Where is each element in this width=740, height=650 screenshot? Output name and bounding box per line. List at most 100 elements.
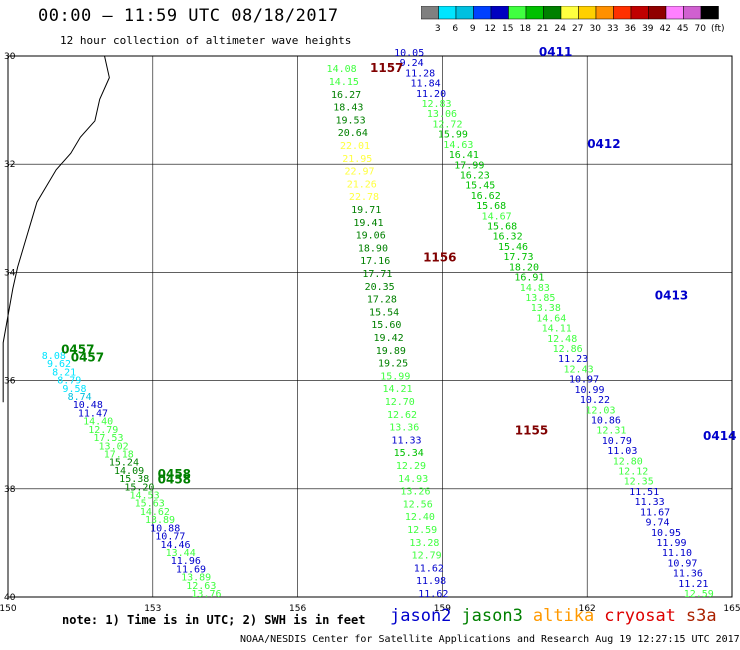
wave-height-label: 15.38: [119, 474, 149, 485]
wave-height-label: 14.09: [114, 466, 144, 477]
wave-height-label: 12.56: [403, 499, 433, 510]
wave-height-label: 14.83: [520, 283, 550, 294]
wave-height-label: 13.89: [181, 573, 211, 584]
wave-height-label: 13.89: [145, 515, 175, 526]
wave-height-label: 10.95: [651, 528, 681, 539]
wave-height-label: 11.84: [411, 79, 441, 90]
wave-height-label: 14.63: [443, 140, 473, 151]
lon-tick-label: 150: [0, 604, 17, 614]
wave-height-label: 10.48: [73, 400, 103, 411]
color-scale-label: 30: [590, 24, 602, 34]
wave-height-label: 12.86: [553, 344, 583, 355]
wave-height-label: 19.41: [353, 218, 383, 229]
wave-height-label: 11.33: [635, 497, 665, 508]
wave-height-label: 11.47: [78, 408, 108, 419]
wave-height-label: 13.36: [389, 423, 419, 434]
color-scale-label: 18: [520, 24, 532, 34]
color-scale-label: 15: [502, 24, 513, 34]
wave-height-label: 20.35: [365, 282, 395, 293]
wave-height-label: 8.21: [52, 367, 76, 378]
wave-height-label: 19.42: [374, 333, 404, 344]
legend-entry: jason2: [390, 606, 452, 626]
wave-height-label: 11.62: [418, 589, 448, 600]
pass-time-label: 1155: [515, 424, 548, 438]
wave-height-label: 10.05: [394, 48, 424, 59]
wave-height-label: 12.72: [432, 119, 462, 130]
wave-height-label: 12.59: [684, 589, 714, 600]
map-subtitle: 12 hour collection of altimeter wave hei…: [60, 34, 352, 47]
wave-height-label: 15.45: [465, 181, 495, 192]
lat-tick-label: 40: [4, 593, 16, 603]
color-scale-label: 36: [625, 24, 637, 34]
wave-height-label: 13.76: [191, 589, 221, 600]
wave-height-label: 19.53: [336, 115, 366, 126]
map-frame: [7, 55, 733, 598]
wave-height-label: 22.78: [349, 192, 379, 203]
color-scale-bar: 3 6 9 12 15 18 21 24 27 30 33 36 39 42 45 70 (ft): [421, 6, 725, 34]
wave-height-label: 21.26: [347, 179, 377, 190]
lat-tick-label: 36: [4, 377, 16, 387]
pass-time-label: 0458: [158, 472, 191, 486]
wave-height-label: 22.01: [340, 141, 370, 152]
pass-time-label: 0413: [655, 288, 688, 302]
pass-time-label: 0412: [587, 137, 620, 151]
pass-time-label: 0411: [539, 45, 572, 59]
map-title: 00:00 – 11:59 UTC 08/18/2017: [38, 6, 339, 26]
color-scale-label: 27: [572, 24, 583, 34]
wave-height-label: 18.90: [358, 243, 388, 254]
lon-tick-label: 162: [579, 604, 596, 614]
pass-time-label: 0414: [703, 429, 736, 443]
legend-entry: s3a: [685, 606, 717, 626]
wave-height-label: 13.26: [400, 487, 430, 498]
wave-height-label: 10.79: [602, 436, 632, 447]
wave-height-label: 11.67: [640, 507, 670, 518]
wave-height-label: 17.18: [104, 449, 134, 460]
wave-height-label: 16.32: [492, 232, 522, 243]
wave-height-label: 11.96: [171, 556, 201, 567]
legend-entry: cryosat: [604, 606, 676, 626]
wave-height-label: 14.67: [482, 211, 512, 222]
coastline: [2, 55, 110, 403]
wave-height-label: 15.34: [394, 448, 424, 459]
wave-height-label: 12.40: [405, 512, 435, 523]
wave-height-label: 12.35: [624, 477, 654, 488]
wave-height-label: 10.97: [667, 558, 697, 569]
wave-height-label: 19.89: [376, 346, 406, 357]
wave-height-label: 9.58: [62, 384, 86, 395]
wave-height-label: 12.29: [396, 461, 426, 472]
wave-height-label: 9.24: [400, 58, 424, 69]
wave-height-label: 10.99: [574, 385, 604, 396]
wave-height-label: 14.64: [536, 313, 566, 324]
color-scale-label: 3: [435, 24, 441, 34]
wave-height-label: 11.28: [405, 68, 435, 79]
color-scale-label: (ft): [711, 24, 725, 34]
wave-height-label: 16.41: [449, 150, 479, 161]
wave-height-label: 12.12: [618, 467, 648, 478]
wave-height-label: 13.06: [427, 109, 457, 120]
wave-height-label: 12.83: [421, 99, 451, 110]
lon-tick-label: 153: [144, 604, 161, 614]
wave-height-label: 9.62: [47, 359, 71, 370]
color-scale-label: 33: [607, 24, 618, 34]
credit-line: NOAA/NESDIS Center for Satellite Applica…: [240, 634, 740, 645]
wave-height-label: 11.20: [416, 89, 446, 100]
lat-tick-label: 32: [4, 160, 15, 170]
wave-height-label: 12.43: [564, 364, 594, 375]
wave-height-label: 15.60: [371, 320, 401, 331]
wave-height-label: 19.25: [378, 359, 408, 370]
wave-height-label: 14.46: [160, 540, 190, 551]
lon-tick-label: 156: [289, 604, 306, 614]
wave-height-label: 10.97: [569, 375, 599, 386]
lat-tick-label: 38: [4, 485, 16, 495]
wave-height-label: 22.97: [344, 167, 374, 178]
pass-time-label: 1157: [370, 61, 403, 75]
wave-height-label: 15.68: [476, 201, 506, 212]
wave-height-label: 11.99: [656, 538, 686, 549]
satellite-legend: jason2 jason3 altika cryosat s3a: [390, 606, 727, 626]
wave-height-label: 14.53: [129, 491, 159, 502]
wave-height-label: 12.63: [186, 581, 216, 592]
legend-entry: jason3: [461, 606, 523, 626]
wave-height-label: 10.77: [155, 532, 185, 543]
pass-time-label: 0457: [71, 351, 104, 365]
